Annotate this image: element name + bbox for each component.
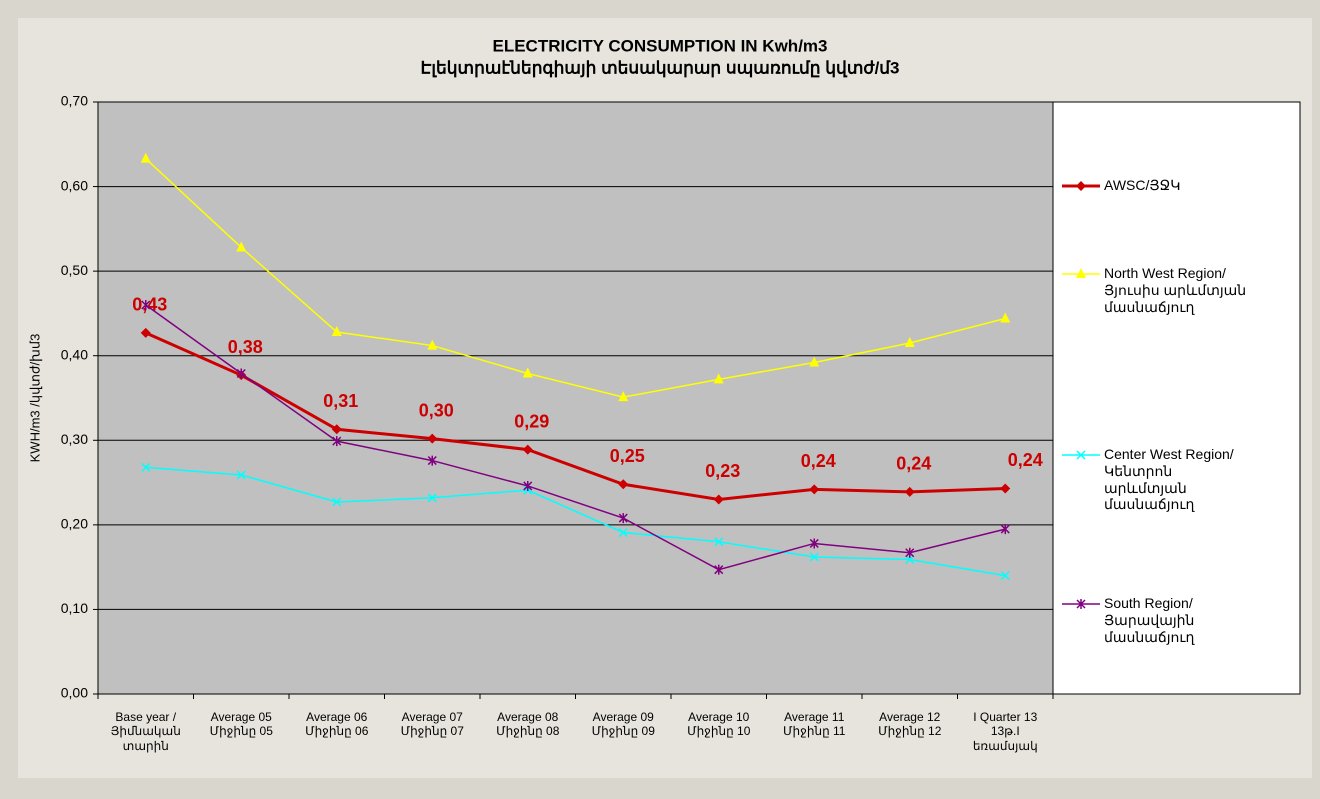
y-tick-label: 0,20 [61, 516, 88, 532]
series-line [145, 466, 1006, 577]
x-tick-label: Average 10 Միջինը 10 [687, 710, 751, 739]
x-tick-label: I Quarter 13 13թ.I եռամսյակ [972, 710, 1038, 753]
marker [905, 547, 915, 558]
marker [713, 373, 724, 384]
y-tick-label: 0,00 [61, 685, 88, 701]
marker [1076, 599, 1086, 609]
marker [427, 339, 438, 350]
marker [522, 367, 533, 378]
marker [331, 424, 342, 435]
marker [714, 537, 724, 547]
y-axis-label: KWH/m3 /կվտժ/խմ3 [27, 334, 42, 463]
marker [713, 494, 724, 505]
data-label: 0,25 [610, 446, 645, 466]
x-tick-label: Average 08 Միջինը 08 [496, 710, 560, 739]
marker [1076, 181, 1086, 191]
marker [905, 555, 915, 565]
series-line [145, 304, 1006, 571]
data-label: 0,29 [514, 411, 549, 431]
legend-box [1052, 101, 1301, 695]
data-label: 0,24 [1008, 450, 1043, 470]
marker [809, 552, 819, 562]
chart-subtitle: Էլեկտրաէներգիայի տեսակարար սպառումը կվտժ… [420, 58, 899, 77]
marker [618, 513, 628, 524]
data-label: 0,43 [132, 295, 167, 315]
data-label: 0,23 [705, 461, 740, 481]
x-tick-label: Average 12 Միջինը 12 [878, 710, 942, 739]
marker [427, 493, 437, 503]
marker [427, 433, 438, 444]
x-tick-label: Average 07 Միջինը 07 [400, 710, 464, 739]
x-tick-label: Average 06 Միջինը 06 [305, 710, 369, 739]
marker [140, 152, 151, 163]
legend-label: South Region/ Յարավային մասնաճյուղ [1104, 595, 1195, 645]
marker [618, 479, 629, 490]
chart-title: ELECTRICITY CONSUMPTION IN Kwh/m3 [493, 36, 828, 55]
marker [140, 327, 151, 338]
marker [1076, 268, 1086, 278]
marker [332, 436, 342, 447]
series-line [145, 331, 1006, 501]
marker [809, 356, 820, 367]
marker [618, 391, 629, 402]
y-tick-label: 0,30 [61, 431, 88, 447]
y-tick-label: 0,50 [61, 262, 88, 278]
marker [141, 299, 151, 310]
y-tick-label: 0,70 [61, 93, 88, 109]
marker [236, 241, 247, 252]
data-label: 0,24 [896, 454, 931, 474]
marker [904, 486, 915, 497]
marker [714, 564, 724, 575]
marker [1076, 450, 1086, 460]
y-tick-label: 0,40 [61, 346, 88, 362]
x-tick-label: Average 05 Միջինը 05 [209, 710, 273, 739]
marker [618, 527, 628, 537]
y-tick-label: 0,10 [61, 600, 88, 616]
data-label: 0,24 [801, 451, 836, 471]
marker [332, 497, 342, 507]
legend-label: AWSC/ՅՋԿ [1104, 177, 1181, 193]
marker [427, 455, 437, 466]
x-tick-label: Average 09 Միջինը 09 [591, 710, 655, 739]
x-tick-label: Base year / Յիմնական տարին [110, 710, 181, 753]
marker [522, 444, 533, 455]
marker [1000, 483, 1011, 494]
marker [1000, 524, 1010, 535]
legend-label: North West Region/ Յյուսիս արևմտյան մասն… [1104, 265, 1247, 315]
data-label: 0,38 [228, 337, 263, 357]
x-tick-label: Average 11 Միջինը 11 [783, 710, 846, 739]
marker [904, 337, 915, 348]
marker [141, 462, 151, 472]
y-tick-label: 0,60 [61, 177, 88, 193]
data-label: 0,31 [323, 391, 358, 411]
series-line [145, 158, 1006, 398]
marker [809, 538, 819, 549]
marker [1000, 312, 1011, 323]
marker [331, 326, 342, 337]
marker [236, 368, 246, 379]
marker [236, 470, 246, 480]
legend-label: Center West Region/ Կենտրոն արևմտյան մաս… [1104, 446, 1234, 513]
marker [1000, 571, 1010, 581]
plot-area [98, 102, 1053, 694]
marker [809, 484, 820, 495]
data-label: 0,30 [419, 400, 454, 420]
marker [523, 480, 533, 491]
